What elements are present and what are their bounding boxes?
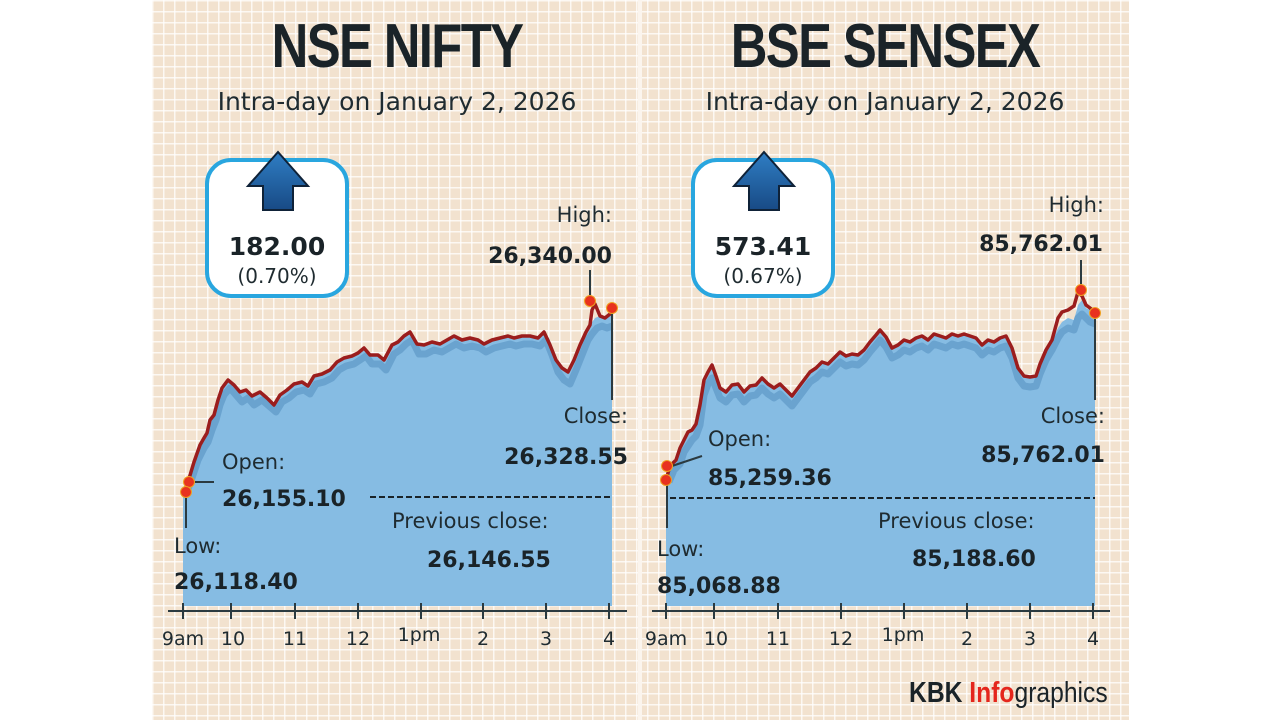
nifty-tick-4: 4 <box>602 628 616 650</box>
nifty-low-value: 26,118.40 <box>174 570 298 595</box>
sensex-change-percent: (0.67%) <box>723 264 803 288</box>
sensex-open-label: Open: <box>708 427 772 451</box>
nifty-change-badge: 182.00 (0.70%) <box>205 150 349 298</box>
sensex-tick-10: 10 <box>703 628 729 650</box>
nifty-close-label: Close: <box>563 404 628 428</box>
sensex-tick-9am: 9am <box>644 628 688 650</box>
sensex-tick-2: 2 <box>960 628 974 650</box>
sensex-area-fill <box>666 300 1095 606</box>
nifty-area-fill <box>183 312 612 606</box>
sensex-close-label: Close: <box>1040 404 1105 428</box>
sensex-low-label: Low: <box>657 537 705 561</box>
nifty-tick-12: 12 <box>345 628 371 650</box>
nifty-open-value: 26,155.10 <box>222 487 346 512</box>
credit-graphics: graphics <box>1014 677 1108 709</box>
sensex-price-line <box>664 290 1097 481</box>
nifty-price-line <box>181 302 614 495</box>
sensex-area-chart <box>652 260 1110 619</box>
nifty-prev-close-label: Previous close: <box>392 509 549 533</box>
nifty-tick-10: 10 <box>220 628 246 650</box>
panel-divider <box>638 0 642 720</box>
sensex-tick-12: 12 <box>828 628 854 650</box>
nifty-subtitle: Intra-day on January 2, 2026 <box>217 87 577 116</box>
sensex-subtitle: Intra-day on January 2, 2026 <box>705 87 1065 116</box>
nifty-high-value: 26,340.00 <box>488 244 612 269</box>
sensex-markers <box>660 284 1101 486</box>
nifty-change-percent: (0.70%) <box>237 264 317 288</box>
nifty-prev-close-value: 26,146.55 <box>427 548 551 573</box>
nifty-tick-1pm: 1pm <box>397 624 441 646</box>
nifty-area-chart <box>168 270 627 619</box>
nifty-markers <box>180 295 618 498</box>
sensex-prev-close-label: Previous close: <box>878 509 1035 533</box>
up-arrow-icon <box>245 150 311 211</box>
nifty-tick-3: 3 <box>539 628 553 650</box>
credit-kbk: KBK <box>909 677 970 709</box>
nifty-tick-11: 11 <box>282 628 308 650</box>
kbk-infographics-credit: KBK Infographics <box>909 677 1108 710</box>
nifty-open-label: Open: <box>222 450 286 474</box>
sensex-high-label: High: <box>1048 193 1104 217</box>
sensex-title: BSE SENSEX <box>730 12 1041 81</box>
sensex-tick-3: 3 <box>1023 628 1037 650</box>
sensex-change-badge: 573.41 (0.67%) <box>691 150 835 298</box>
sensex-change-value: 573.41 <box>714 232 812 261</box>
sensex-high-value: 85,762.01 <box>979 232 1103 257</box>
nifty-title: NSE NIFTY <box>271 12 524 81</box>
nifty-high-label: High: <box>556 203 612 227</box>
nifty-close-value: 26,328.55 <box>504 445 628 470</box>
sensex-tick-4: 4 <box>1086 628 1100 650</box>
sensex-low-value: 85,068.88 <box>657 574 781 599</box>
sensex-tick-1pm: 1pm <box>881 624 925 646</box>
nifty-change-value: 182.00 <box>228 232 326 261</box>
sensex-panel: BSE SENSEX Intra-day on January 2, 2026 … <box>640 0 1130 720</box>
nifty-tick-2: 2 <box>476 628 490 650</box>
up-arrow-icon <box>731 150 797 211</box>
sensex-close-value: 85,762.01 <box>981 443 1105 468</box>
sensex-tick-11: 11 <box>765 628 791 650</box>
nifty-tick-9am: 9am <box>161 628 205 650</box>
sensex-open-value: 85,259.36 <box>708 466 832 491</box>
credit-info: Info <box>969 677 1015 709</box>
nifty-low-label: Low: <box>174 534 222 558</box>
nifty-panel: NSE NIFTY Intra-day on January 2, 2026 <box>152 0 642 720</box>
sensex-prev-close-value: 85,188.60 <box>912 547 1036 572</box>
